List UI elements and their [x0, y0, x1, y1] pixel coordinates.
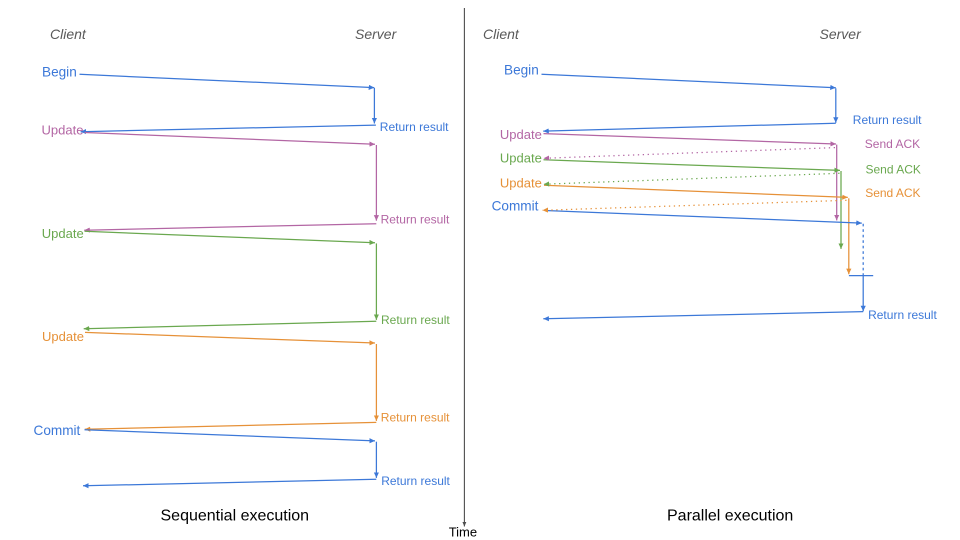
svg-text:Update: Update — [42, 226, 84, 241]
svg-text:Return result: Return result — [381, 410, 450, 424]
svg-text:Update: Update — [42, 329, 84, 344]
svg-text:Update: Update — [42, 123, 84, 138]
svg-text:Update: Update — [500, 127, 542, 142]
svg-text:Send ACK: Send ACK — [865, 137, 920, 151]
svg-text:Return result: Return result — [853, 113, 922, 127]
svg-text:Commit: Commit — [34, 423, 81, 438]
svg-text:Begin: Begin — [504, 63, 539, 78]
svg-text:Send ACK: Send ACK — [866, 162, 921, 176]
svg-text:Update: Update — [500, 176, 542, 191]
svg-text:Client: Client — [50, 26, 87, 42]
svg-text:Commit: Commit — [492, 199, 539, 214]
svg-text:Server: Server — [355, 26, 398, 42]
svg-text:Sequential execution: Sequential execution — [161, 507, 310, 524]
svg-text:Client: Client — [483, 26, 520, 42]
svg-text:Send ACK: Send ACK — [865, 186, 920, 200]
svg-text:Parallel execution: Parallel execution — [667, 507, 793, 524]
svg-text:Server: Server — [820, 26, 863, 42]
svg-text:Begin: Begin — [42, 65, 77, 80]
svg-text:Return result: Return result — [380, 120, 449, 134]
svg-text:Return result: Return result — [868, 308, 937, 322]
svg-text:Return result: Return result — [381, 313, 450, 327]
svg-text:Update: Update — [500, 151, 542, 166]
svg-text:Return result: Return result — [381, 474, 450, 488]
svg-text:Return result: Return result — [381, 212, 450, 226]
svg-text:Time: Time — [449, 525, 477, 540]
